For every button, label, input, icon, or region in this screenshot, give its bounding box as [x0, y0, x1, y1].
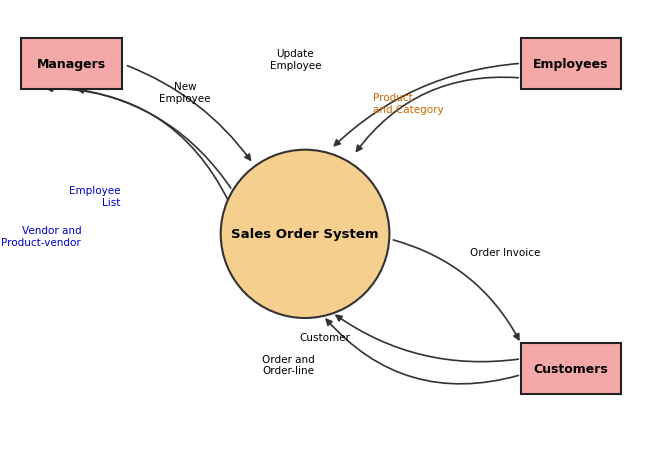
Text: Customer: Customer [299, 332, 350, 342]
Text: Vendor and
Product-vendor: Vendor and Product-vendor [1, 226, 81, 247]
Text: New
Employee: New Employee [160, 82, 211, 104]
Text: Order Invoice: Order Invoice [471, 247, 541, 257]
Text: Update
Employee: Update Employee [269, 49, 321, 70]
Text: Order and
Order-line: Order and Order-line [262, 354, 315, 376]
Text: Product
and Category: Product and Category [373, 93, 444, 115]
Text: Managers: Managers [37, 58, 106, 71]
FancyBboxPatch shape [521, 344, 622, 395]
Text: Sales Order System: Sales Order System [231, 228, 379, 241]
Text: Customers: Customers [534, 363, 608, 376]
Text: Employee
List: Employee List [69, 186, 120, 207]
Text: Employees: Employees [534, 58, 609, 71]
FancyBboxPatch shape [521, 39, 622, 90]
FancyBboxPatch shape [21, 39, 122, 90]
Ellipse shape [220, 150, 389, 318]
